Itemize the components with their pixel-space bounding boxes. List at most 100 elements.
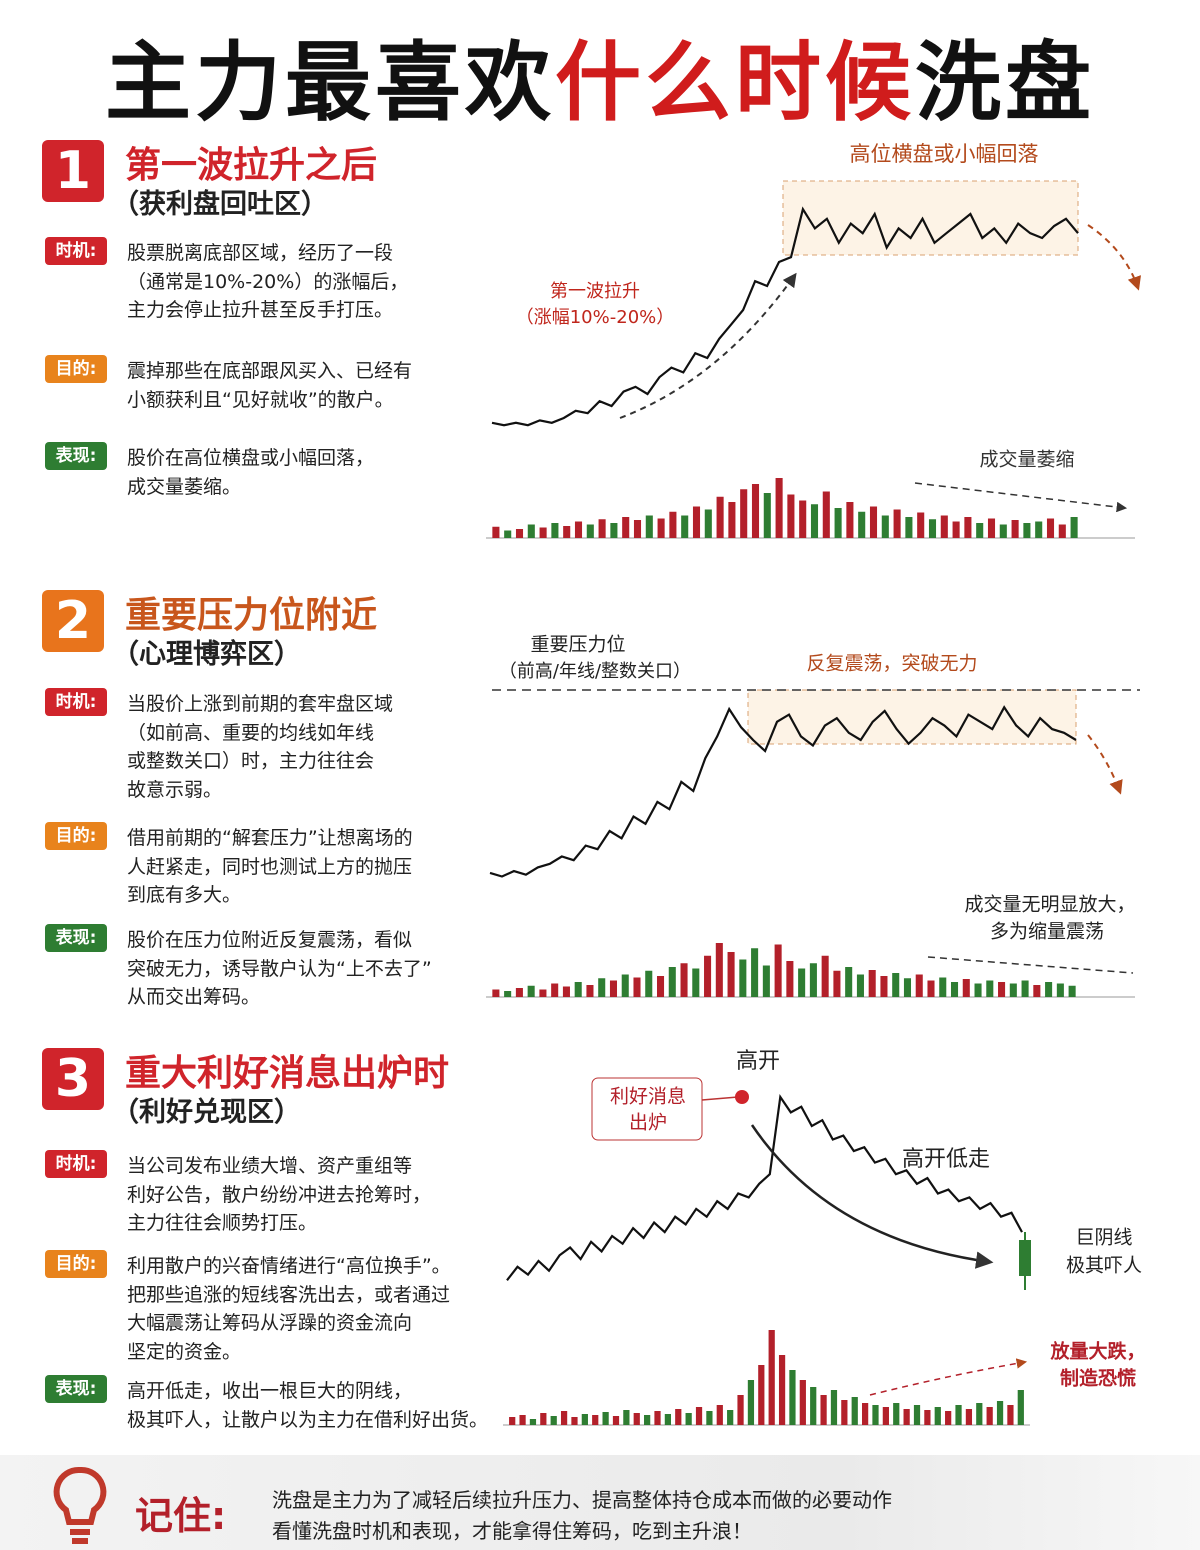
annotation: （前高/年线/整数关口） [499, 661, 691, 682]
volume-bar [645, 970, 653, 997]
volume-bar [915, 974, 923, 997]
section-title: 重大利好消息出炉时 [125, 1053, 450, 1094]
volume-bar [540, 1413, 547, 1425]
volume-bar [856, 974, 864, 997]
item-text: 或整数关口）时，主力往往会 [127, 750, 375, 772]
volume-bar [799, 500, 807, 538]
item-text: （如前高、重要的均线如年线 [127, 721, 375, 744]
volume-bar [598, 978, 606, 997]
volume-bar [610, 523, 618, 538]
volume-bar [704, 955, 712, 997]
volume-bar [841, 1400, 848, 1425]
volume-bar [917, 512, 925, 538]
item-text: 主力会停止拉升甚至反手打压。 [127, 299, 394, 321]
volume-bar [492, 989, 500, 997]
section-title: 第一波拉升之后 [125, 145, 378, 186]
volume-bar [539, 527, 547, 538]
item-text: 把那些追涨的短线客洗出去，或者通过 [127, 1283, 451, 1306]
volume-bar [664, 1414, 672, 1425]
volume-bar [668, 967, 676, 997]
volume-bar [845, 967, 853, 997]
annotation: 出炉 [629, 1112, 667, 1134]
annotation: 成交量无明显放大， [964, 894, 1135, 916]
volume-bar [986, 1407, 993, 1425]
volume-bar [903, 1409, 910, 1425]
volume-bar [633, 977, 641, 997]
item-tag: 目的: [45, 355, 107, 383]
volume-bar [740, 489, 748, 538]
volume-bar [675, 1409, 682, 1425]
callout-pointer [701, 1096, 739, 1101]
volume-bar [550, 1416, 557, 1425]
volume-bar [1011, 520, 1019, 538]
volume-bar [939, 977, 947, 997]
volume-bar [851, 1397, 858, 1425]
volume-bar [519, 1415, 526, 1425]
item-text: 人赶紧走，同时也测试上方的抛压 [127, 855, 413, 878]
volume-bar [727, 952, 735, 997]
volume-bar [571, 1417, 578, 1425]
volume-bar [692, 506, 701, 538]
volume-bar [551, 523, 559, 538]
section-number: 2 [42, 590, 104, 652]
volume-bar [706, 1411, 713, 1425]
volume-bar [623, 1410, 630, 1425]
volume-bar [751, 948, 759, 997]
title-part: 主力最喜欢 [105, 33, 555, 133]
callout-box [591, 1077, 703, 1141]
candle-body [1019, 1240, 1031, 1276]
item-text: 坚定的资金。 [127, 1340, 242, 1363]
item-text: 股价在压力位附近反复震荡，看似 [127, 929, 413, 951]
volume-bar [609, 980, 618, 997]
volume-bar [952, 521, 960, 538]
footer-background [0, 1455, 1200, 1550]
item-text: 极其吓人，让散户以为主力在借利好出货。 [127, 1408, 489, 1431]
volume-bar [955, 1405, 962, 1425]
item-text: 大幅震荡让筹码从浮躁的资金流向 [127, 1312, 413, 1334]
annotation: 放量大跌， [1049, 1340, 1145, 1363]
annotation: 第一波拉升 [550, 281, 640, 302]
volume-bar [905, 517, 913, 538]
volume-bar [727, 1410, 734, 1425]
volume-bar [751, 484, 760, 538]
item-text: 故意示弱。 [127, 778, 223, 801]
volume-bar [892, 973, 900, 997]
item-tag: 时机: [45, 1150, 107, 1178]
volume-bar [644, 1415, 651, 1425]
volume-bar [685, 1413, 692, 1425]
volume-bar [872, 1405, 879, 1425]
volume-bar [927, 980, 935, 997]
volume-bar [633, 520, 642, 538]
volume-bar [778, 1355, 786, 1425]
item-text: 借用前期的“解套压力”让想离场的 [127, 827, 413, 849]
volume-bar [833, 970, 841, 997]
volume-bar [1035, 521, 1043, 538]
volume-bar [657, 518, 665, 538]
volume-bar [654, 1411, 661, 1425]
volume-bar [945, 1411, 952, 1425]
volume-bar [621, 974, 629, 997]
volume-bar [1009, 983, 1017, 997]
volume-bar [789, 1370, 796, 1425]
item-text: 利用散户的兴奋情绪进行“高位换手”。 [127, 1255, 451, 1277]
item-text: 利好公告，散户纷纷冲进去抢筹时， [127, 1183, 432, 1206]
annotation: 利好消息 [610, 1086, 686, 1108]
volume-bar [763, 493, 771, 538]
volume-bar [509, 1417, 516, 1425]
volume-bar [881, 515, 889, 538]
title-part: 洗盘 [915, 33, 1095, 133]
volume-bar [974, 983, 982, 997]
volume-bar [893, 1403, 900, 1425]
volume-bar [810, 1387, 817, 1425]
item-tag: 表现: [45, 442, 107, 470]
item-text: 股票脱离底部区域，经历了一段 [127, 242, 394, 264]
volume-bar [656, 976, 665, 997]
section-subtitle: （心理博弈区） [112, 639, 301, 670]
section-subtitle: （利好兑现区） [112, 1097, 301, 1128]
volume-bar [560, 1411, 568, 1425]
footer-label: 记住: [135, 1494, 227, 1538]
volume-bar [893, 509, 901, 538]
volume-bar [598, 519, 606, 538]
volume-bar [1007, 1405, 1014, 1425]
arrow [619, 272, 797, 419]
